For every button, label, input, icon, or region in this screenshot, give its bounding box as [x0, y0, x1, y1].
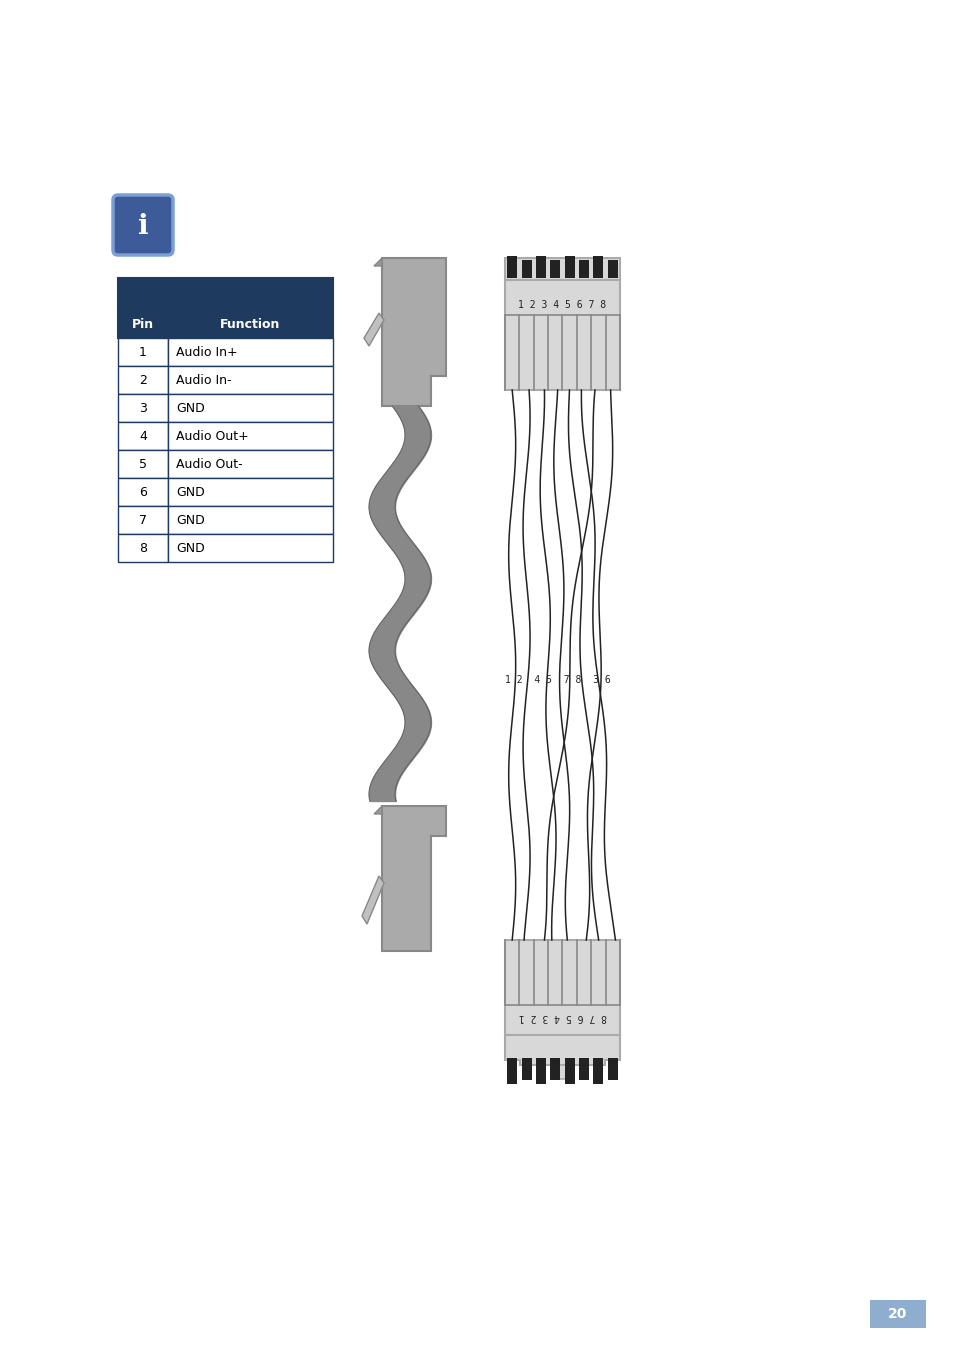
Text: 8 7 6 5 4 3 2 1: 8 7 6 5 4 3 2 1 — [517, 1011, 606, 1022]
Bar — [507, 1057, 517, 1085]
Text: 4: 4 — [139, 429, 147, 443]
Bar — [593, 1057, 603, 1085]
Bar — [168, 422, 333, 450]
Bar — [168, 366, 333, 394]
Polygon shape — [374, 259, 381, 265]
Bar — [536, 1057, 545, 1085]
Text: Function: Function — [220, 317, 280, 330]
Bar — [504, 280, 619, 390]
Bar — [118, 478, 168, 506]
Bar — [578, 260, 588, 278]
Bar — [869, 1300, 925, 1328]
Bar — [118, 533, 168, 562]
Text: GND: GND — [175, 542, 205, 555]
Polygon shape — [364, 313, 384, 347]
Bar — [118, 394, 168, 422]
Polygon shape — [504, 259, 619, 280]
Text: GND: GND — [175, 486, 205, 498]
Polygon shape — [504, 1034, 619, 1066]
Bar — [536, 256, 545, 278]
Bar — [521, 1057, 531, 1080]
Polygon shape — [381, 259, 446, 406]
Bar — [564, 256, 574, 278]
Bar — [564, 1057, 574, 1085]
Text: GND: GND — [175, 513, 205, 527]
Text: i: i — [137, 213, 148, 240]
Bar — [168, 506, 333, 533]
Text: 1 2 3 4 5 6 7 8: 1 2 3 4 5 6 7 8 — [517, 301, 606, 310]
Bar — [507, 256, 517, 278]
Polygon shape — [361, 876, 384, 923]
Text: 7: 7 — [139, 513, 147, 527]
Bar — [118, 506, 168, 533]
Bar — [118, 450, 168, 478]
Bar — [118, 310, 168, 338]
Bar — [168, 338, 333, 366]
Text: Audio Out-: Audio Out- — [175, 458, 242, 470]
Polygon shape — [374, 806, 381, 814]
Bar — [521, 260, 531, 278]
Bar — [118, 338, 168, 366]
Bar — [118, 278, 333, 310]
Text: GND: GND — [175, 402, 205, 414]
Bar — [118, 422, 168, 450]
Text: 8: 8 — [139, 542, 147, 555]
Bar — [118, 366, 168, 394]
Bar — [504, 940, 619, 1034]
Bar — [550, 1057, 559, 1080]
Text: 2: 2 — [139, 374, 147, 386]
Text: 3: 3 — [139, 402, 147, 414]
Text: 5: 5 — [139, 458, 147, 470]
Text: Audio In+: Audio In+ — [175, 345, 237, 359]
Text: 6: 6 — [139, 486, 147, 498]
Bar — [607, 1057, 618, 1080]
Bar — [550, 260, 559, 278]
Bar — [551, 1066, 573, 1079]
Bar — [593, 256, 603, 278]
Text: 1: 1 — [139, 345, 147, 359]
Bar — [168, 478, 333, 506]
Bar — [168, 533, 333, 562]
Bar — [607, 260, 618, 278]
Bar — [168, 394, 333, 422]
Bar — [578, 1057, 588, 1080]
Text: 1 2  4 5  7 8  3 6: 1 2 4 5 7 8 3 6 — [504, 676, 610, 685]
Bar — [168, 450, 333, 478]
Text: 20: 20 — [887, 1307, 906, 1322]
Text: Audio In-: Audio In- — [175, 374, 232, 386]
Polygon shape — [381, 806, 446, 951]
Bar — [168, 310, 333, 338]
Text: Pin: Pin — [132, 317, 153, 330]
FancyBboxPatch shape — [112, 195, 172, 255]
Text: Audio Out+: Audio Out+ — [175, 429, 249, 443]
